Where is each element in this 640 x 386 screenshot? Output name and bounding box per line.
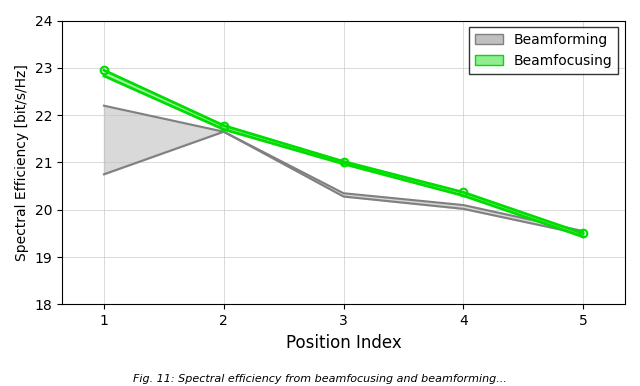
Y-axis label: Spectral Efficiency [bit/s/Hz]: Spectral Efficiency [bit/s/Hz]: [15, 64, 29, 261]
X-axis label: Position Index: Position Index: [285, 334, 401, 352]
Text: Fig. 11: Spectral efficiency from beamfocusing and beamforming...: Fig. 11: Spectral efficiency from beamfo…: [133, 374, 507, 384]
Legend: Beamforming, Beamfocusing: Beamforming, Beamfocusing: [469, 27, 618, 73]
